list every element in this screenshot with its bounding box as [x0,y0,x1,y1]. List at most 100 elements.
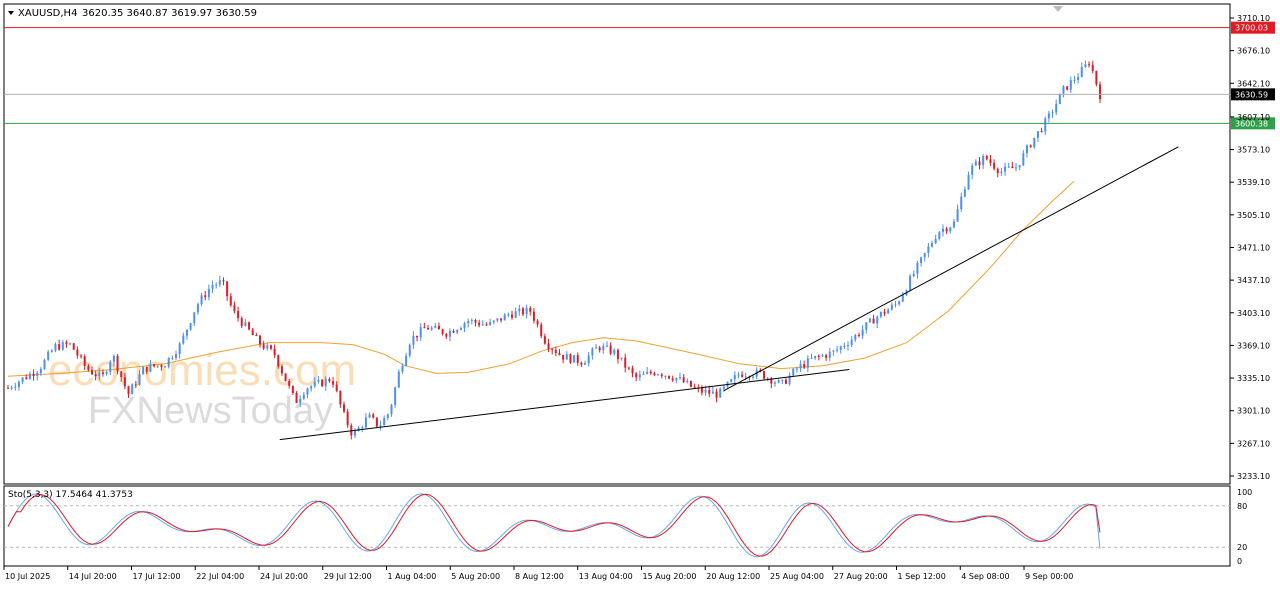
candle-body [467,320,470,324]
candle-body [1088,64,1091,66]
candle-body [196,304,199,313]
candle-body [595,347,598,349]
candle-body [890,304,893,310]
candle-body [693,386,696,388]
candle-body [1099,84,1102,100]
candle-body [898,301,901,305]
candle-body [1084,64,1087,68]
candle-body [32,373,35,376]
candle-body [631,368,634,374]
scroll-marker-icon[interactable] [1053,6,1063,12]
candle-body [788,375,791,384]
candle-body [164,366,167,368]
candle-body [704,389,707,393]
candle-body [653,373,656,375]
time-tick-label: 27 Aug 20:00 [834,572,888,581]
candle-body [711,391,714,394]
candle-body [204,295,207,298]
time-tick-label: 15 Aug 20:00 [643,572,697,581]
candle-body [1040,131,1043,133]
candle-body [21,377,24,382]
candle-body [730,379,733,382]
candle-body [679,377,682,379]
candle-body [584,363,587,365]
price-tick-label: 3471.10 [1237,243,1270,252]
time-tick-label: 10 Jul 2025 [5,572,50,581]
candle-body [394,387,397,405]
watermark: economies.com FXNewsToday [48,346,356,432]
candle-body [39,369,42,374]
candle-body [536,320,539,325]
candle-body [974,161,977,166]
candle-body [931,243,934,247]
candle-body [613,349,616,354]
candle-body [996,168,999,174]
price-tick-label: 3710.10 [1237,14,1270,23]
candle-body [916,263,919,274]
candle-body [576,355,579,363]
candle-body [1095,71,1098,85]
candle-body [689,380,692,387]
horizontal-line-label: 3700.03 [1235,24,1268,33]
price-tick-label: 3573.10 [1237,146,1270,155]
candle-body [649,371,652,374]
symbol-dropdown-icon[interactable] [8,11,14,15]
candle-body [744,376,747,378]
time-tick-label: 8 Aug 12:00 [515,572,564,581]
candle-body [91,370,94,375]
candle-body [193,312,196,324]
candle-body [806,358,809,368]
candle-body [1091,64,1094,72]
candle-body [302,394,305,399]
candle-body [763,371,766,379]
candle-body [938,231,941,239]
candle-body [452,330,455,333]
trendlines[interactable] [279,146,1179,441]
candle-body [810,358,813,360]
candle-body [448,330,451,337]
candle-body [390,404,393,415]
candle-body [14,386,17,388]
candle-body [127,386,130,395]
candle-body [507,314,510,316]
candle-body [927,246,930,254]
candle-body [847,345,850,347]
candle-body [405,355,408,366]
candle-body [543,336,546,344]
candle-body [879,311,882,317]
candle-body [372,414,375,418]
candle-body [503,314,506,321]
candle-body [269,345,272,349]
price-tick-label: 3676.10 [1237,47,1270,56]
candle-body [558,353,561,355]
candle-body [463,323,466,329]
candle-body [967,174,970,190]
horizontal-lines[interactable]: 3700.03 3630.59 3600.38 [4,21,1275,130]
candle-body [686,380,689,383]
candle-body [843,346,846,348]
candle-body [262,344,265,349]
candle-body [821,355,824,357]
candle-body [982,156,985,166]
candle-body [708,389,711,394]
candle-body [825,355,828,358]
candle-body [525,307,528,315]
candle-body [123,377,126,387]
candle-body [799,364,802,369]
candle-body [737,374,740,376]
candle-body [857,335,860,337]
candle-body [112,355,115,362]
candle-body [956,209,959,222]
candle-body [562,354,565,360]
candle-body [328,379,331,382]
candle-body [941,228,944,232]
candle-body [836,349,839,351]
candle-body [189,323,192,330]
price-tick-label: 3403.10 [1237,309,1270,318]
candle-body [715,391,718,398]
candle-body [211,285,214,289]
time-tick-label: 13 Aug 04:00 [579,572,633,581]
candle-body [521,308,524,315]
